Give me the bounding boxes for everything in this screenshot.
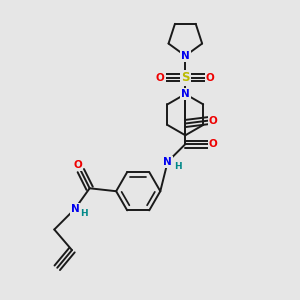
Text: O: O: [74, 160, 82, 170]
Text: O: O: [209, 139, 218, 149]
Text: O: O: [206, 73, 215, 83]
Text: O: O: [209, 116, 218, 126]
Text: S: S: [181, 71, 190, 84]
Text: H: H: [80, 209, 88, 218]
Text: N: N: [163, 157, 172, 167]
Text: H: H: [174, 162, 182, 171]
Text: N: N: [181, 89, 190, 99]
Text: O: O: [156, 73, 165, 83]
Text: N: N: [181, 51, 190, 61]
Text: N: N: [70, 204, 79, 214]
